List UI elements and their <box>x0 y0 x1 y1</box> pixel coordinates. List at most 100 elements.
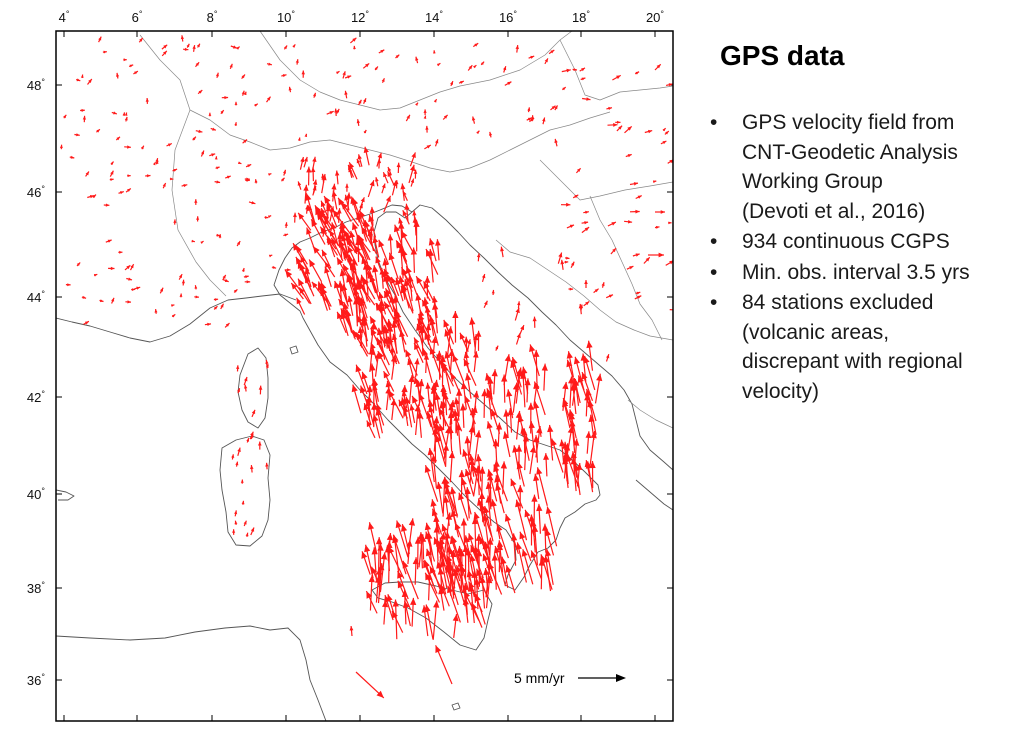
velocity-arrow <box>477 498 486 527</box>
velocity-arrow <box>629 209 640 214</box>
velocity-arrow <box>345 239 358 255</box>
velocity-arrow <box>82 115 86 123</box>
velocity-arrow <box>403 600 411 627</box>
velocity-arrow <box>173 219 177 225</box>
map-frame <box>55 30 674 722</box>
velocity-arrow <box>566 359 577 389</box>
velocity-arrow <box>415 102 419 106</box>
velocity-arrow <box>298 287 311 304</box>
velocity-arrow <box>572 68 578 71</box>
velocity-arrow <box>69 155 75 159</box>
velocity-arrow <box>411 395 424 420</box>
velocity-arrow <box>295 59 299 65</box>
latitude-labels: 48° 46° 44° 42° 40° 38° 36° <box>27 77 45 688</box>
velocity-arrow <box>382 171 389 184</box>
velocity-arrow <box>254 179 258 184</box>
velocity-arrow <box>626 265 634 270</box>
velocity-arrow <box>516 461 525 487</box>
velocity-arrow <box>124 116 128 122</box>
velocity-arrow <box>234 122 238 126</box>
velocity-arrow <box>306 227 315 249</box>
velocity-arrow <box>347 295 354 316</box>
velocity-arrow <box>413 337 424 356</box>
velocity-arrow <box>496 523 509 559</box>
velocity-arrow <box>243 275 249 279</box>
velocity-arrow <box>624 220 633 224</box>
velocity-arrow <box>351 258 358 279</box>
velocity-arrow <box>80 74 84 79</box>
velocity-arrow <box>241 74 246 79</box>
velocity-arrow <box>538 558 545 590</box>
velocity-arrow <box>403 405 409 426</box>
velocity-arrow <box>392 534 407 575</box>
velocity-arrow <box>405 265 418 296</box>
velocity-arrow <box>385 386 392 411</box>
longitude-label: 4° <box>59 9 70 25</box>
velocity-arrow <box>434 392 442 420</box>
velocity-arrow <box>521 366 529 394</box>
velocity-arrow <box>322 214 336 232</box>
velocity-arrow <box>357 234 371 261</box>
velocity-arrow <box>460 381 468 410</box>
velocity-arrow <box>159 287 164 294</box>
velocity-arrow <box>248 201 256 205</box>
velocity-arrow <box>491 369 498 395</box>
velocity-arrow <box>344 75 352 79</box>
velocity-arrow <box>424 572 441 603</box>
velocity-arrow <box>367 180 375 198</box>
velocity-arrow <box>586 340 594 371</box>
velocity-arrow <box>83 320 90 325</box>
velocity-arrow <box>441 476 448 517</box>
info-title: GPS data <box>720 40 845 71</box>
velocity-arrow <box>448 451 455 483</box>
velocity-arrow <box>353 45 356 50</box>
greece-coastline <box>635 479 673 511</box>
velocity-arrow <box>426 572 433 601</box>
velocity-arrow <box>476 130 480 134</box>
velocity-arrow <box>194 199 198 205</box>
velocity-arrow <box>368 574 375 611</box>
velocity-arrow <box>450 372 460 392</box>
velocity-arrow <box>397 570 409 600</box>
velocity-arrow <box>224 175 232 179</box>
velocity-arrow <box>241 90 245 96</box>
velocity-arrow <box>401 390 408 409</box>
velocity-arrow <box>346 274 357 303</box>
velocity-arrow <box>502 431 511 458</box>
velocity-arrow <box>420 534 427 560</box>
velocity-arrow <box>290 282 304 300</box>
velocity-arrow <box>485 575 493 609</box>
velocity-arrow <box>76 262 81 267</box>
bullet-list: • GPS velocity field from CNT-Geodetic Ana… <box>700 108 1018 406</box>
velocity-arrow <box>357 99 362 106</box>
velocity-arrow <box>244 384 248 392</box>
velocity-arrow <box>467 533 479 562</box>
velocity-arrow <box>473 64 477 69</box>
bullet-line: CNT-Geodetic Analysis <box>742 140 958 164</box>
velocity-arrow <box>384 545 392 572</box>
velocity-arrow <box>395 520 409 558</box>
velocity-arrow <box>540 554 553 590</box>
velocity-arrow <box>416 411 423 438</box>
velocity-arrow <box>580 77 586 81</box>
velocity-arrow <box>542 117 546 125</box>
velocity-arrow <box>510 478 524 509</box>
velocity-arrow <box>424 465 439 502</box>
velocity-arrow <box>383 195 392 213</box>
velocity-arrow <box>615 120 621 124</box>
velocity-arrow <box>288 86 292 93</box>
velocity-arrow <box>372 265 379 292</box>
velocity-arrow <box>665 83 673 87</box>
velocity-arrow <box>310 167 316 182</box>
velocity-arrow <box>374 575 382 603</box>
velocity-arrow <box>378 239 390 265</box>
velocity-arrow <box>417 323 425 342</box>
velocity-arrow <box>128 64 134 68</box>
velocity-arrow <box>293 212 297 223</box>
velocity-arrow <box>437 62 441 67</box>
velocity-arrow <box>214 180 221 184</box>
velocity-arrow <box>392 599 399 640</box>
sicily-coastline <box>371 581 493 651</box>
velocity-arrow <box>564 260 569 264</box>
velocity-arrow <box>410 178 415 187</box>
